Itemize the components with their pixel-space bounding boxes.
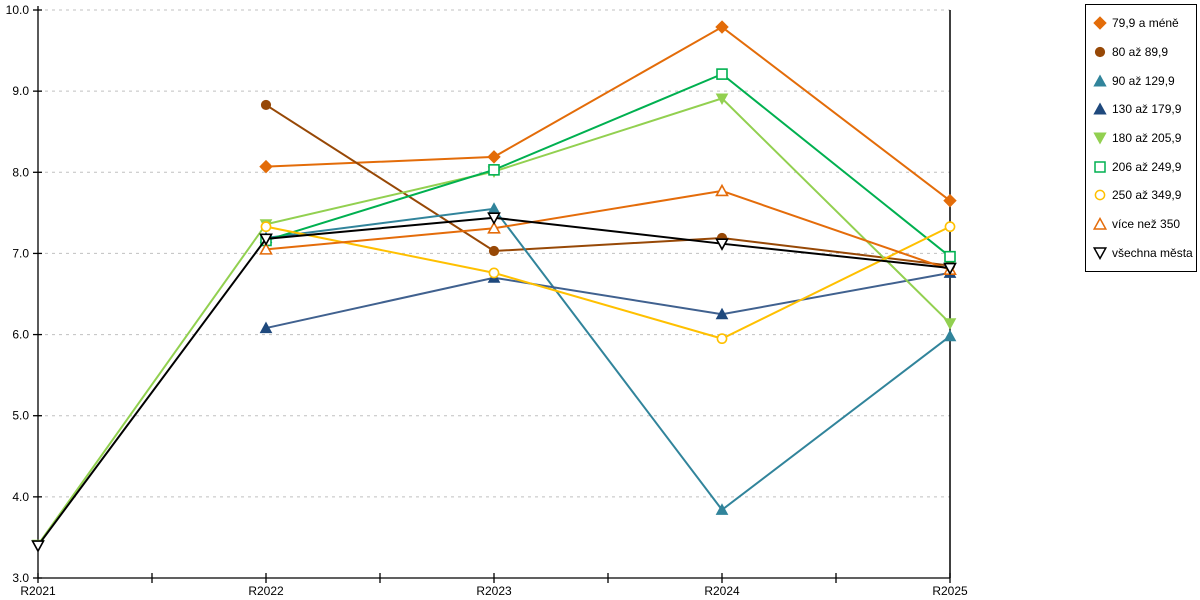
legend-marker-glyph <box>1093 16 1107 31</box>
legend-item-label: 130 až 179,9 <box>1112 102 1182 117</box>
y-tick-label: 6.0 <box>12 328 29 342</box>
data-point <box>944 221 956 233</box>
series-line <box>265 207 951 512</box>
data-point <box>716 333 728 345</box>
data-point <box>943 318 957 330</box>
y-tick-label: 7.0 <box>12 246 29 260</box>
data-point <box>943 329 957 342</box>
legend: 79,9 a méně 80 až 89,9 90 až 129,9 130 až 1… <box>1085 4 1197 272</box>
x-tick-label: R2021 <box>20 584 56 598</box>
data-point <box>943 262 957 276</box>
legend-item: 90 až 129,9 <box>1093 74 1196 88</box>
data-point <box>944 250 956 263</box>
legend-marker-glyph <box>1093 102 1107 115</box>
legend-marker-glyph <box>1094 189 1106 201</box>
square-legend-icon <box>1094 160 1106 173</box>
data-point <box>487 221 501 234</box>
legend-item: 180 až 205,9 <box>1093 131 1196 145</box>
legend-item: 250 až 349,9 <box>1093 188 1196 202</box>
series <box>31 212 957 553</box>
legend-item-label: 90 až 129,9 <box>1112 73 1175 88</box>
legend-item-label: 250 až 349,9 <box>1112 188 1182 203</box>
data-point <box>715 20 729 34</box>
legend-item: 206 až 249,9 <box>1093 160 1196 174</box>
data-point <box>943 193 957 208</box>
y-tick-label: 3.0 <box>12 571 29 585</box>
data-point <box>715 238 729 251</box>
data-point <box>259 159 273 174</box>
triangle-up-legend-icon <box>1093 216 1107 230</box>
data-point <box>487 150 501 164</box>
data-point <box>715 503 729 515</box>
series <box>260 221 956 345</box>
series-line <box>265 271 951 330</box>
x-tick-label: R2023 <box>476 584 512 598</box>
legend-marker-glyph <box>1093 216 1107 230</box>
data-point <box>260 99 272 111</box>
series-line <box>265 72 951 258</box>
data-point <box>715 307 729 320</box>
legend-item-label: 180 až 205,9 <box>1112 130 1182 145</box>
legend-item: 79,9 a méně <box>1093 16 1196 30</box>
x-tick-label: R2022 <box>248 584 284 598</box>
legend-marker-glyph <box>1094 160 1106 173</box>
legend-item: 80 až 89,9 <box>1093 45 1196 59</box>
series-line <box>265 225 951 340</box>
triangle-up-legend-icon <box>1093 74 1107 87</box>
data-point <box>31 540 45 553</box>
data-point <box>716 68 728 80</box>
triangle-down-legend-icon <box>1093 246 1107 260</box>
legend-item-label: 79,9 a méně <box>1112 16 1179 31</box>
data-point <box>260 221 272 233</box>
data-point <box>715 93 729 105</box>
legend-item-label: 80 až 89,9 <box>1112 44 1169 59</box>
legend-item: 130 až 179,9 <box>1093 102 1196 116</box>
triangle-up-legend-icon <box>1093 102 1107 115</box>
series-line <box>265 104 951 267</box>
series-line <box>265 25 951 202</box>
legend-item: všechna města <box>1093 246 1196 260</box>
data-point <box>259 242 273 255</box>
y-tick-label: 8.0 <box>12 165 29 179</box>
y-tick-label: 9.0 <box>12 84 29 98</box>
series <box>259 20 957 208</box>
y-tick-label: 10.0 <box>6 3 30 17</box>
legend-marker-glyph <box>1094 46 1106 58</box>
legend-item: více než 350 <box>1093 216 1196 231</box>
circle-legend-icon <box>1094 189 1106 201</box>
triangle-down-legend-icon <box>1093 132 1107 145</box>
legend-item-label: více než 350 <box>1112 216 1181 231</box>
y-tick-label: 5.0 <box>12 409 29 423</box>
diamond-legend-icon <box>1093 16 1107 31</box>
series <box>260 68 956 263</box>
data-point <box>715 183 729 197</box>
legend-item-label: 206 až 249,9 <box>1112 159 1182 174</box>
y-tick-label: 4.0 <box>12 490 29 504</box>
data-point <box>259 321 273 334</box>
series <box>259 202 957 515</box>
data-point <box>259 233 273 246</box>
series-line <box>265 189 951 271</box>
x-tick-label: R2025 <box>932 584 968 598</box>
legend-marker-glyph <box>1093 246 1107 260</box>
x-tick-label: R2024 <box>704 584 740 598</box>
series <box>259 266 957 334</box>
legend-item-label: všechna města <box>1112 245 1193 260</box>
data-point <box>488 164 500 176</box>
legend-marker-glyph <box>1093 132 1107 145</box>
data-point <box>488 245 500 257</box>
legend-marker-glyph <box>1093 74 1107 87</box>
circle-legend-icon <box>1094 46 1106 58</box>
data-point <box>488 267 500 279</box>
data-point <box>487 212 501 225</box>
